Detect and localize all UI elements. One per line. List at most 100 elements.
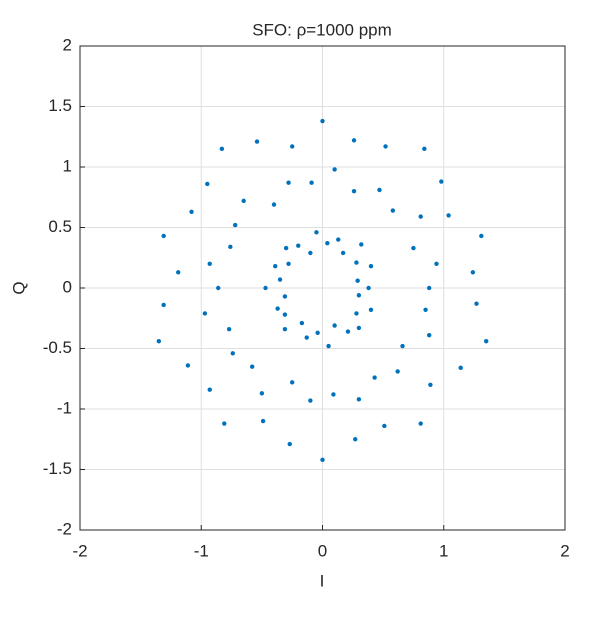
point <box>282 294 288 299</box>
y-tick-label: -2 <box>57 519 72 538</box>
point <box>483 339 489 344</box>
point <box>479 233 484 239</box>
point <box>326 343 331 349</box>
point <box>275 306 280 311</box>
point <box>308 398 313 403</box>
point <box>271 202 277 207</box>
point <box>304 335 309 340</box>
y-tick-label: 0 <box>63 277 72 296</box>
point <box>474 301 479 306</box>
point <box>332 167 337 172</box>
point <box>299 320 305 326</box>
point <box>332 323 337 328</box>
x-tick-label: 1 <box>439 541 448 560</box>
x-tick-label: 0 <box>318 541 327 560</box>
point <box>418 214 423 219</box>
point <box>259 391 265 396</box>
point <box>320 118 325 124</box>
point <box>309 180 314 185</box>
point <box>422 146 427 152</box>
point <box>427 332 432 338</box>
x-tick-label: -2 <box>72 541 87 560</box>
point <box>390 208 396 213</box>
point <box>296 243 301 248</box>
point <box>249 364 255 369</box>
point <box>226 326 232 332</box>
point <box>289 380 295 385</box>
point <box>228 244 233 250</box>
point <box>434 261 439 266</box>
point <box>216 285 221 291</box>
point <box>241 198 246 204</box>
point <box>161 302 166 308</box>
point <box>356 325 362 331</box>
point <box>263 285 268 291</box>
point <box>156 339 162 344</box>
point <box>377 187 382 193</box>
point <box>283 245 289 251</box>
point <box>202 311 208 316</box>
point <box>205 181 210 187</box>
point <box>286 261 291 266</box>
point <box>282 312 288 317</box>
point <box>400 343 405 349</box>
point <box>368 264 374 269</box>
point <box>176 270 181 275</box>
chart-title: SFO: ρ=1000 ppm <box>252 20 392 39</box>
x-tick-label: -1 <box>194 541 209 560</box>
point <box>354 260 359 265</box>
x-tick-label: 2 <box>560 541 569 560</box>
point <box>222 421 227 426</box>
point <box>382 423 387 429</box>
point <box>189 209 194 214</box>
point <box>289 144 295 149</box>
y-axis-label: Q <box>9 281 28 294</box>
y-tick-label: 1 <box>63 156 72 175</box>
plot-frame <box>79 45 566 531</box>
y-tick-label: 0.5 <box>48 217 72 236</box>
point <box>287 441 292 447</box>
point <box>320 457 325 463</box>
point <box>351 138 357 143</box>
y-tick-label: 1.5 <box>48 96 72 115</box>
point <box>282 326 288 332</box>
point <box>427 285 432 291</box>
point <box>286 180 291 185</box>
y-tick-label: -1.5 <box>43 459 72 478</box>
y-tick-label: -0.5 <box>43 338 72 357</box>
point <box>273 264 278 269</box>
point <box>219 146 225 152</box>
point <box>336 237 341 242</box>
point <box>260 418 266 424</box>
point <box>277 277 283 282</box>
point <box>359 242 364 247</box>
point <box>366 285 371 291</box>
point <box>308 250 313 256</box>
point <box>355 278 360 283</box>
point <box>340 250 346 256</box>
point <box>428 382 433 387</box>
point <box>411 245 416 251</box>
point <box>395 369 400 374</box>
x-axis-label: I <box>320 571 325 590</box>
point <box>325 241 330 246</box>
point <box>207 261 212 266</box>
point <box>207 387 212 392</box>
point <box>423 307 428 312</box>
point <box>354 311 359 316</box>
point <box>356 397 362 402</box>
point <box>353 437 358 442</box>
point <box>314 230 319 235</box>
point <box>446 213 451 218</box>
point <box>315 330 320 335</box>
point <box>233 222 238 228</box>
y-tick-label: 2 <box>63 35 72 54</box>
point <box>439 179 444 184</box>
point <box>368 307 374 312</box>
y-tick-label: -1 <box>57 398 72 417</box>
point <box>345 329 351 334</box>
point <box>356 293 362 298</box>
point <box>230 351 235 356</box>
